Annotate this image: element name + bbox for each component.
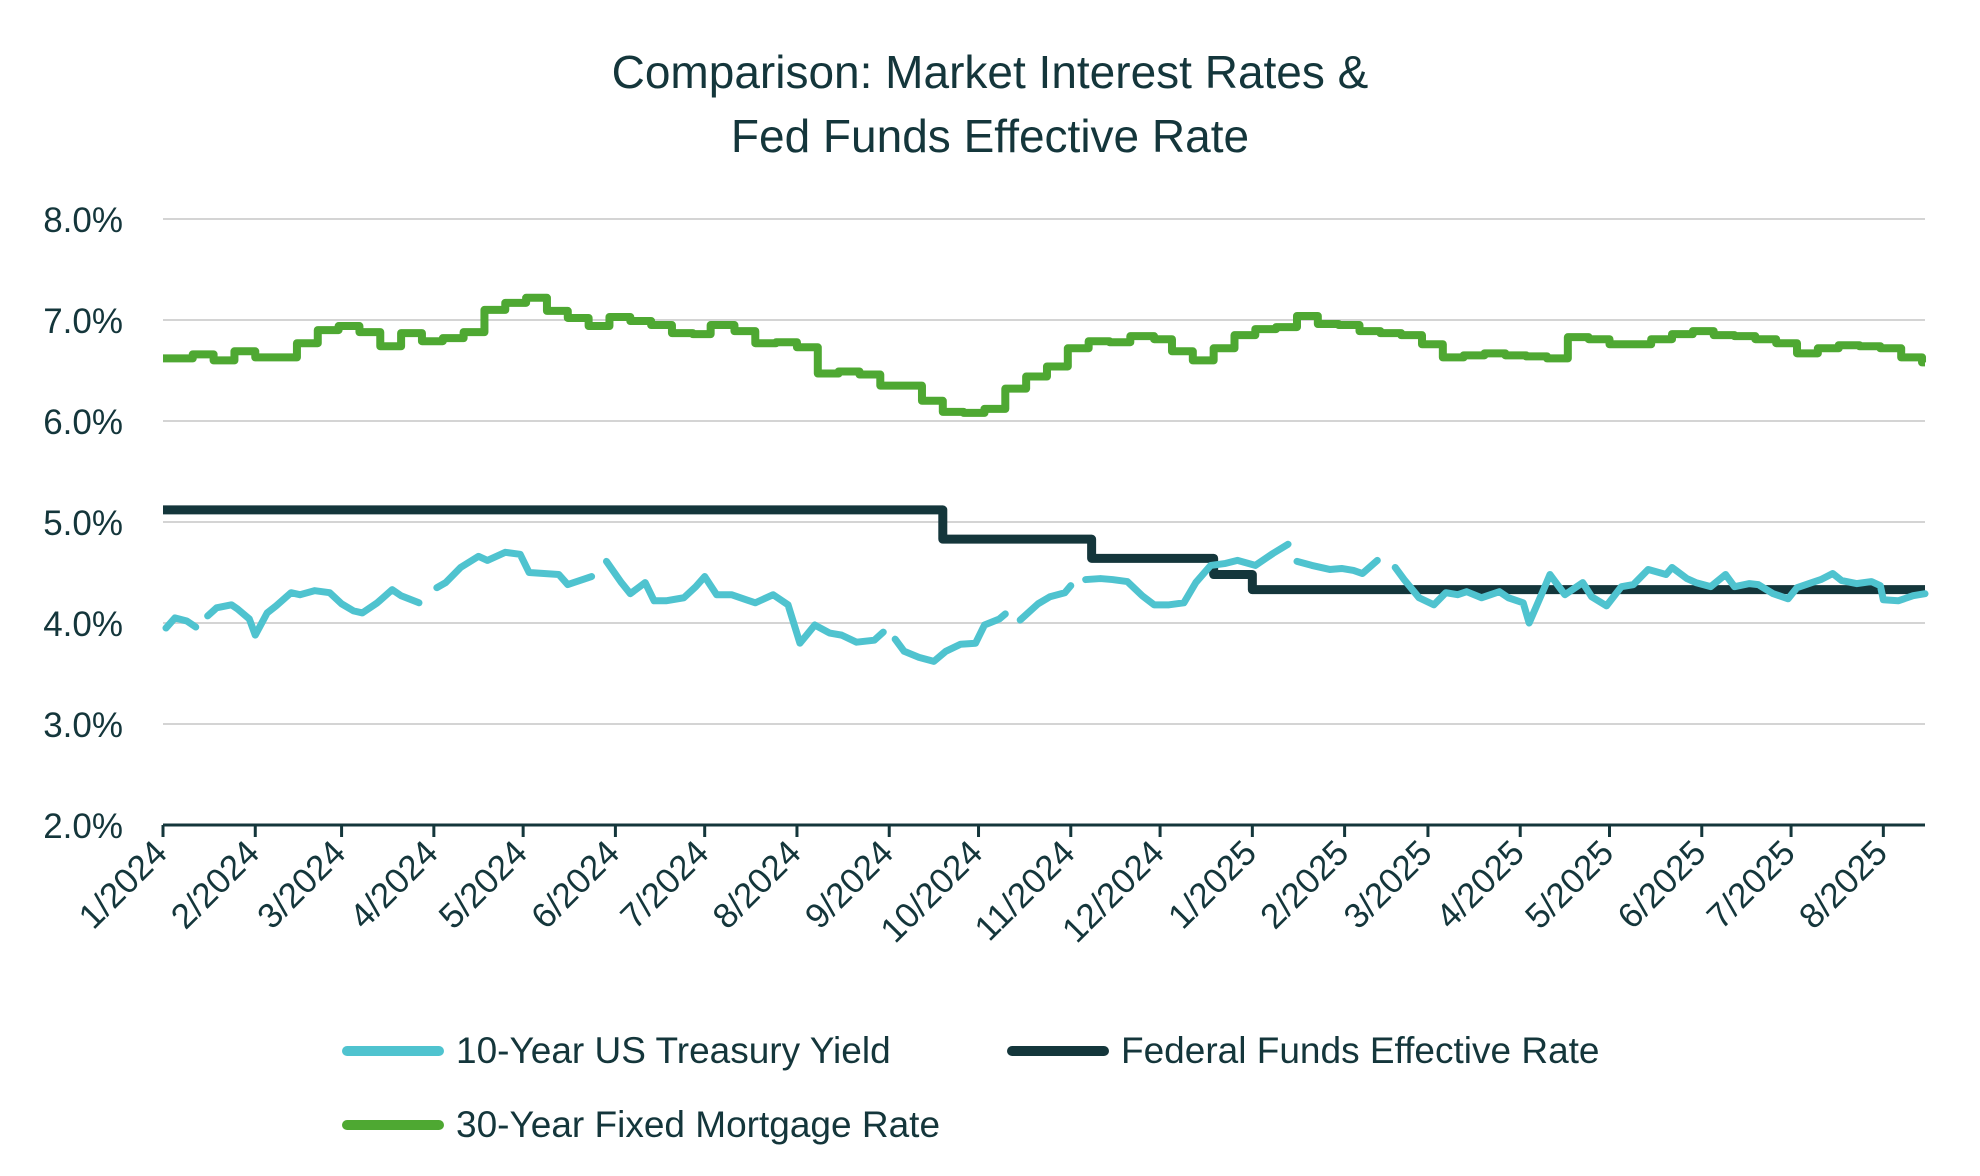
- legend-label-treasury: 10-Year US Treasury Yield: [456, 1030, 891, 1071]
- y-axis-tick-labels: 2.0% 3.0% 4.0% 5.0% 6.0% 7.0% 8.0%: [43, 201, 123, 846]
- series-line-mortgage: [163, 293, 1927, 417]
- legend-label-mortgage: 30-Year Fixed Mortgage Rate: [456, 1104, 941, 1145]
- x-axis: 1/20242/20243/20244/20245/20246/20247/20…: [71, 823, 1925, 950]
- series-lines: [162, 293, 1929, 665]
- y-tick-label: 4.0%: [43, 605, 123, 644]
- x-tick-label: 7/2024: [613, 833, 716, 936]
- x-tick-label: 3/2024: [250, 833, 353, 936]
- x-tick-label: 2/2024: [164, 833, 267, 936]
- x-tick-label: 5/2024: [432, 833, 535, 936]
- y-tick-label: 6.0%: [43, 403, 123, 442]
- x-tick-label: 7/2025: [1699, 833, 1802, 936]
- legend-item-mortgage: 30-Year Fixed Mortgage Rate: [342, 1104, 940, 1146]
- legend-label-fed-funds: Federal Funds Effective Rate: [1121, 1030, 1600, 1071]
- x-tick-label: 1/2025: [1161, 833, 1264, 936]
- y-tick-label: 7.0%: [43, 302, 123, 341]
- x-tick-label: 2/2025: [1253, 833, 1356, 936]
- legend-item-treasury: 10-Year US Treasury Yield: [342, 1030, 891, 1072]
- legend-swatch-mortgage: [342, 1120, 444, 1130]
- x-tick-label: 6/2025: [1610, 833, 1713, 936]
- gridlines: [163, 218, 1925, 725]
- legend-swatch-treasury: [342, 1046, 444, 1056]
- x-tick-label: 4/2025: [1429, 833, 1532, 936]
- x-tick-label: 8/2025: [1792, 833, 1895, 936]
- chart-title: Comparison: Market Interest Rates & Fed …: [0, 40, 1980, 168]
- x-tick-label: 6/2024: [524, 833, 627, 936]
- chart-title-line-1: Comparison: Market Interest Rates &: [611, 46, 1369, 98]
- y-tick-label: 8.0%: [43, 201, 123, 240]
- x-tick-label: 4/2024: [342, 833, 445, 936]
- chart-title-line-2: Fed Funds Effective Rate: [730, 110, 1250, 162]
- x-tick-label: 1/2024: [71, 833, 174, 936]
- legend-swatch-fed-funds: [1007, 1046, 1109, 1056]
- y-tick-label: 3.0%: [43, 706, 123, 745]
- series-line-treasury: [162, 540, 1929, 665]
- x-tick-label: 3/2025: [1336, 833, 1439, 936]
- x-tick-label: 8/2024: [705, 833, 808, 936]
- series-line-fed-funds: [163, 505, 1925, 595]
- x-tick-label: 5/2025: [1518, 833, 1621, 936]
- legend-item-fed-funds: Federal Funds Effective Rate: [1007, 1030, 1600, 1072]
- y-tick-label: 2.0%: [43, 807, 123, 846]
- y-tick-label: 5.0%: [43, 504, 123, 543]
